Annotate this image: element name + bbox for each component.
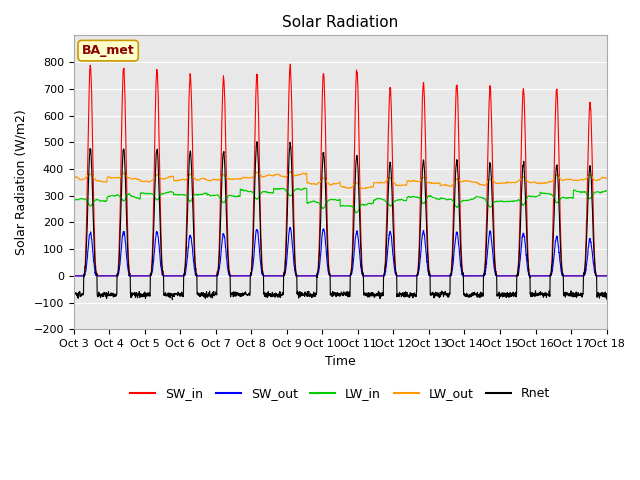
- Text: BA_met: BA_met: [82, 44, 134, 57]
- Rnet: [596, 295, 604, 301]
- SW_out: [238, 273, 246, 279]
- SW_in: [500, 273, 508, 279]
- SW_in: [287, 61, 294, 67]
- Title: Solar Radiation: Solar Radiation: [282, 15, 398, 30]
- LW_out: [531, 179, 539, 185]
- SW_in: [603, 273, 611, 279]
- SW_in: [123, 200, 131, 206]
- SW_out: [531, 273, 538, 279]
- SW_out: [70, 273, 77, 279]
- Rnet: [238, 291, 246, 297]
- SW_out: [287, 225, 294, 230]
- Line: LW_out: LW_out: [74, 171, 607, 189]
- Legend: SW_in, SW_out, LW_in, LW_out, Rnet: SW_in, SW_out, LW_in, LW_out, Rnet: [125, 383, 555, 406]
- Line: LW_in: LW_in: [74, 188, 607, 213]
- Y-axis label: Solar Radiation (W/m2): Solar Radiation (W/m2): [15, 109, 28, 255]
- SW_out: [123, 257, 131, 263]
- LW_out: [70, 175, 77, 180]
- LW_out: [603, 175, 611, 181]
- SW_in: [531, 273, 538, 279]
- LW_in: [531, 194, 539, 200]
- LW_in: [238, 187, 246, 193]
- Rnet: [123, 228, 131, 234]
- SW_in: [595, 273, 603, 279]
- LW_in: [70, 197, 77, 203]
- LW_in: [603, 188, 611, 193]
- LW_out: [123, 174, 131, 180]
- Rnet: [372, 290, 380, 296]
- SW_in: [70, 273, 77, 279]
- LW_in: [596, 190, 604, 195]
- Rnet: [253, 139, 261, 144]
- LW_out: [358, 186, 365, 192]
- Line: Rnet: Rnet: [74, 142, 607, 300]
- LW_in: [123, 193, 131, 199]
- LW_out: [238, 176, 246, 181]
- Rnet: [70, 294, 77, 300]
- SW_in: [372, 273, 380, 279]
- SW_in: [238, 273, 246, 279]
- LW_out: [372, 180, 380, 185]
- SW_out: [500, 273, 508, 279]
- SW_out: [595, 273, 603, 279]
- X-axis label: Time: Time: [324, 355, 356, 368]
- Rnet: [531, 291, 539, 297]
- LW_in: [501, 199, 509, 204]
- SW_out: [372, 273, 380, 279]
- LW_in: [353, 210, 360, 216]
- LW_out: [596, 177, 604, 183]
- SW_out: [603, 273, 611, 279]
- Rnet: [168, 297, 176, 302]
- Line: SW_in: SW_in: [74, 64, 607, 276]
- LW_out: [287, 168, 294, 174]
- Line: SW_out: SW_out: [74, 228, 607, 276]
- LW_in: [301, 185, 309, 191]
- Rnet: [501, 292, 509, 298]
- LW_in: [372, 196, 380, 202]
- LW_out: [501, 180, 509, 186]
- Rnet: [603, 296, 611, 302]
